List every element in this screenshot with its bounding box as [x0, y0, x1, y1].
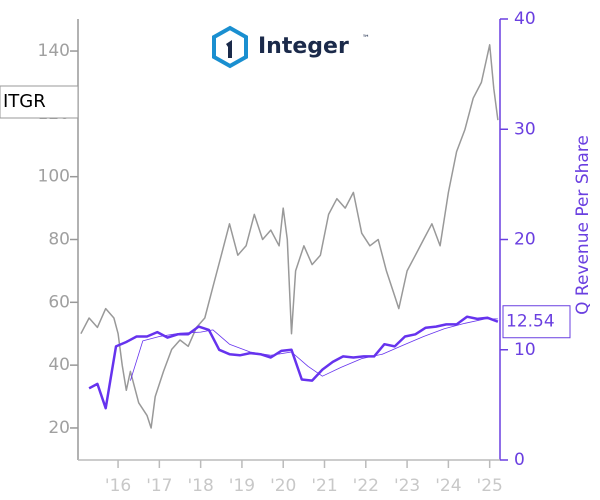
- x-tick-label: '16: [105, 476, 131, 496]
- logo: Integer ™: [212, 25, 370, 69]
- y-tick-label: 140: [38, 41, 70, 61]
- x-tick-label: '20: [270, 476, 296, 496]
- y-tick-label: 60: [48, 292, 70, 312]
- logo-icon: [212, 25, 248, 69]
- x-tick-label: '23: [394, 476, 420, 496]
- revenue-line: [88, 315, 499, 410]
- x-tick-label: '24: [435, 476, 461, 496]
- logo-icon-inner: [226, 40, 232, 58]
- y2-tick-label: 10: [514, 340, 536, 360]
- y-tick-label: 40: [48, 355, 70, 375]
- y-tick-label: 80: [48, 230, 70, 250]
- logo-text: Integer: [258, 34, 349, 59]
- revenue-average-line: [130, 318, 498, 381]
- x-tick-label: '18: [187, 476, 213, 496]
- ticker-box: [0, 85, 79, 119]
- price-line: [80, 44, 499, 429]
- x-tick-label: '19: [229, 476, 255, 496]
- y2-tick-label: 30: [514, 119, 536, 139]
- x-tick-label: '25: [477, 476, 503, 496]
- x-tick-label: '17: [146, 476, 172, 496]
- logo-mark: ™: [362, 34, 370, 43]
- y2-tick-label: 0: [514, 450, 525, 470]
- y2-tick-label: 20: [514, 230, 536, 250]
- y-tick-label: 20: [48, 418, 70, 438]
- x-tick-label: '22: [353, 476, 379, 496]
- ticker-label: ITGR: [3, 91, 46, 112]
- x-tick-label: '21: [311, 476, 337, 496]
- y2-tick-label: 40: [514, 9, 536, 29]
- y2-axis-label: Q Revenue Per Share: [573, 135, 593, 315]
- last-value-label: 12.54: [506, 312, 555, 332]
- y-tick-label: 100: [38, 167, 70, 187]
- last-value-box: [502, 305, 571, 339]
